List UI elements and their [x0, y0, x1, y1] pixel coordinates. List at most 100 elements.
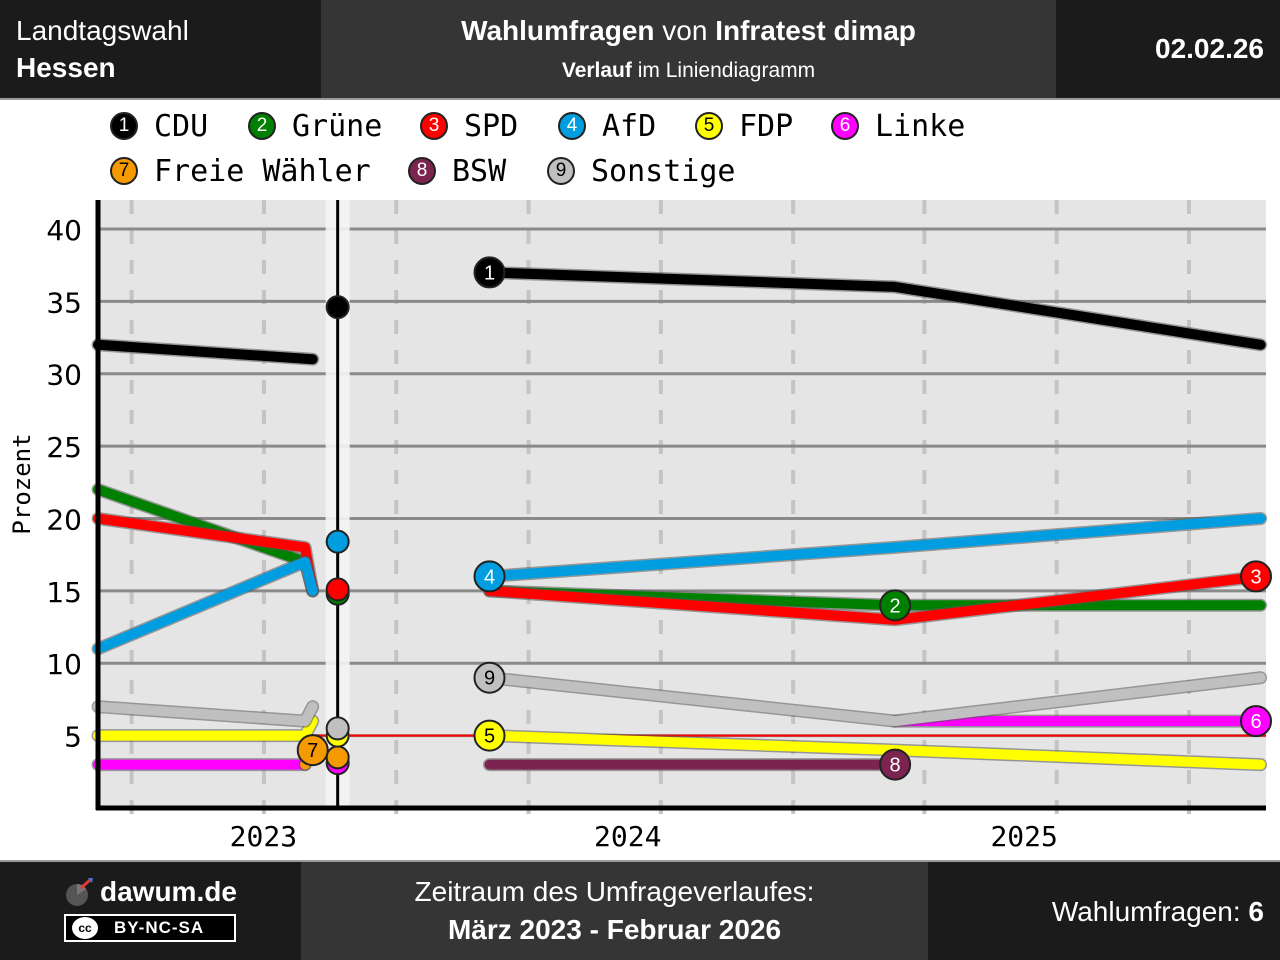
y-tick-label: 30: [46, 359, 82, 392]
date-label: 02.02.26: [1155, 33, 1264, 64]
legend-label: Freie Wähler: [154, 153, 371, 189]
footer-divider: [0, 860, 1280, 862]
series-marker-number: 5: [484, 726, 495, 748]
legend-label: AfD: [602, 108, 657, 144]
series-marker-gruene: 2: [879, 589, 912, 622]
series-marker-number: 1: [484, 262, 495, 284]
license-text: BY-NC-SA: [114, 918, 205, 937]
election-result-afd: [325, 529, 350, 554]
page-title: Wahlumfragen von Infratest dimap: [321, 15, 1056, 47]
header-divider: [0, 98, 1280, 100]
legend-item-bsw: 8 BSW: [408, 149, 506, 193]
series-line-afd: [484, 513, 1266, 582]
legend-item-cdu: 1 CDU: [110, 104, 208, 148]
legend-label: SPD: [464, 108, 519, 144]
y-axis-label: Prozent: [8, 433, 36, 534]
legend-item-afd: 4 AfD: [558, 104, 656, 148]
legend-marker: 8: [408, 157, 436, 185]
series-marker-circle: [473, 719, 506, 752]
y-tick-label: 20: [46, 503, 82, 536]
title-part-1: Wahlumfragen: [461, 15, 655, 46]
region-name: Hessen: [16, 52, 116, 83]
series-marker-sonstige: 9: [473, 661, 506, 694]
election-result-cdu: [325, 295, 350, 320]
series-marker-number: 9: [484, 668, 495, 690]
y-tick-label: 5: [64, 721, 82, 754]
footer-center: Zeitraum des Umfrageverlaufes: März 2023…: [301, 862, 928, 960]
series-marker-circle: [296, 734, 329, 767]
y-tick-label: 15: [46, 576, 82, 609]
legend-marker: 7: [110, 157, 138, 185]
title-part-3: Infratest dimap: [715, 15, 916, 46]
header-left: Landtagswahl Hessen: [0, 0, 321, 98]
poll-count-value: 6: [1248, 896, 1264, 927]
subtitle-part-1: Verlauf: [561, 59, 632, 82]
period-value: März 2023 - Februar 2026: [447, 914, 782, 945]
legend-item-spd: 3 SPD: [420, 104, 518, 148]
series-marker-number: 7: [307, 740, 318, 762]
series-marker-circle: [879, 748, 912, 781]
region-label: Landtagswahl: [16, 15, 189, 46]
header-right: 02.02.26: [1056, 0, 1280, 98]
poll-count: Wahlumfragen: 6: [1052, 896, 1264, 928]
legend-item-linke: 6 Linke: [831, 104, 965, 148]
legend-item-fdp: 5 FDP: [695, 104, 793, 148]
series-line-cdu: [484, 267, 1266, 350]
footer-right: Wahlumfragen: 6: [928, 862, 1280, 960]
series-markers: 1 2 3 4 5 6 7 8 9: [296, 256, 1272, 781]
legend-marker: 1: [110, 112, 138, 140]
series-marker-circle: [879, 589, 912, 622]
dawum-logo-icon: [66, 878, 93, 906]
series-marker-number: 6: [1250, 711, 1261, 733]
legend-marker: 3: [420, 112, 448, 140]
y-tick-label: 25: [46, 431, 82, 464]
series-marker-fdp: 5: [473, 719, 506, 752]
series-marker-circle: [473, 560, 506, 593]
election-result-sonstige: [325, 716, 350, 741]
series-marker-circle: [1240, 560, 1272, 593]
legend-label: BSW: [452, 153, 507, 189]
series-line-cdu: [93, 339, 318, 365]
series-line-sonstige: [93, 701, 318, 727]
x-tick-label: 2024: [594, 820, 661, 853]
series-lines: [91, 265, 1268, 772]
legend-marker: 6: [831, 112, 859, 140]
series-marker-freie-waehler: 7: [296, 734, 329, 767]
legend-label: CDU: [154, 108, 209, 144]
series-marker-cdu: 1: [473, 256, 506, 289]
x-tick-label: 2023: [230, 820, 297, 853]
series-marker-number: 4: [484, 566, 495, 588]
series-marker-circle: [1240, 705, 1272, 738]
series-marker-afd: 4: [473, 560, 506, 593]
period-label: Zeitraum des Umfrageverlaufes:: [414, 876, 815, 907]
x-tick-label: 2025: [990, 820, 1057, 853]
legend-item-freie-waehler: 7 Freie Wähler: [110, 149, 371, 193]
series-marker-bsw: 8: [879, 748, 912, 781]
series-line-afd: [93, 556, 318, 654]
series-marker-circle: [473, 256, 506, 289]
election-result-freie-waehler: [325, 745, 350, 770]
series-marker-number: 3: [1250, 566, 1261, 588]
chart-legend: 1 CDU 2 Grüne 3 SPD 4 AfD 5 FDP 6 Linke 7 Freie Wähle…: [100, 104, 1200, 200]
license-badge[interactable]: cc BY-NC-SA: [64, 914, 236, 942]
election-result-spd: [325, 577, 350, 602]
title-part-2: von: [654, 15, 716, 46]
legend-marker: 2: [248, 112, 276, 140]
series-marker-spd: 3: [1240, 560, 1272, 593]
legend-label: FDP: [739, 108, 794, 144]
series-line-fdp: [93, 716, 318, 741]
legend-item-sonstige: 9 Sonstige: [547, 149, 736, 193]
legend-marker: 9: [547, 157, 575, 185]
y-tick-label: 35: [46, 286, 82, 319]
subtitle-part-2: im Liniendiagramm: [631, 59, 816, 82]
footer-left: dawum.de cc BY-NC-SA: [0, 862, 301, 960]
series-marker-number: 2: [890, 595, 901, 617]
site-link[interactable]: dawum.de: [100, 876, 237, 907]
legend-label: Grüne: [292, 108, 383, 144]
cc-icon: cc: [72, 917, 98, 939]
series-line-sonstige: [484, 672, 1266, 727]
legend-marker: 5: [695, 112, 723, 140]
series-marker-linke: 6: [1240, 705, 1272, 738]
legend-label: Linke: [875, 108, 966, 144]
